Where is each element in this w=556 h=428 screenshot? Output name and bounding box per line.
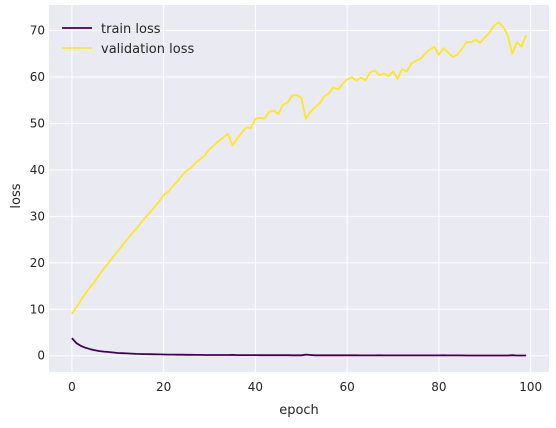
x-tick-label: 20 — [156, 380, 171, 394]
legend: train loss validation loss — [62, 22, 194, 57]
series-lines — [71, 21, 527, 357]
validation-loss-line — [71, 21, 527, 315]
x-tick-label: 0 — [68, 380, 76, 394]
y-tick-label: 10 — [30, 302, 45, 316]
plot-background — [49, 5, 549, 372]
x-tick-label: 80 — [431, 380, 446, 394]
y-tick-label: 50 — [30, 116, 45, 130]
x-axis-label: epoch — [279, 403, 319, 418]
x-tick-label: 40 — [248, 380, 263, 394]
y-tick-label: 30 — [30, 209, 45, 223]
legend-label-train-loss: train loss — [101, 22, 161, 37]
legend-label-validation-loss: validation loss — [101, 42, 194, 57]
y-axis-label: loss — [9, 183, 24, 208]
train-loss-line — [71, 337, 527, 357]
y-tick-label: 20 — [30, 256, 45, 270]
tick-labels: 0 20 40 60 80 100 0 10 20 30 40 50 60 70 — [30, 24, 542, 394]
y-tick-label: 70 — [30, 24, 45, 38]
y-tick-label: 40 — [30, 163, 45, 177]
x-tick-label: 100 — [519, 380, 542, 394]
x-tick-label: 60 — [340, 380, 355, 394]
y-tick-label: 60 — [30, 70, 45, 84]
y-tick-label: 0 — [37, 349, 45, 363]
grid-lines — [49, 5, 549, 372]
